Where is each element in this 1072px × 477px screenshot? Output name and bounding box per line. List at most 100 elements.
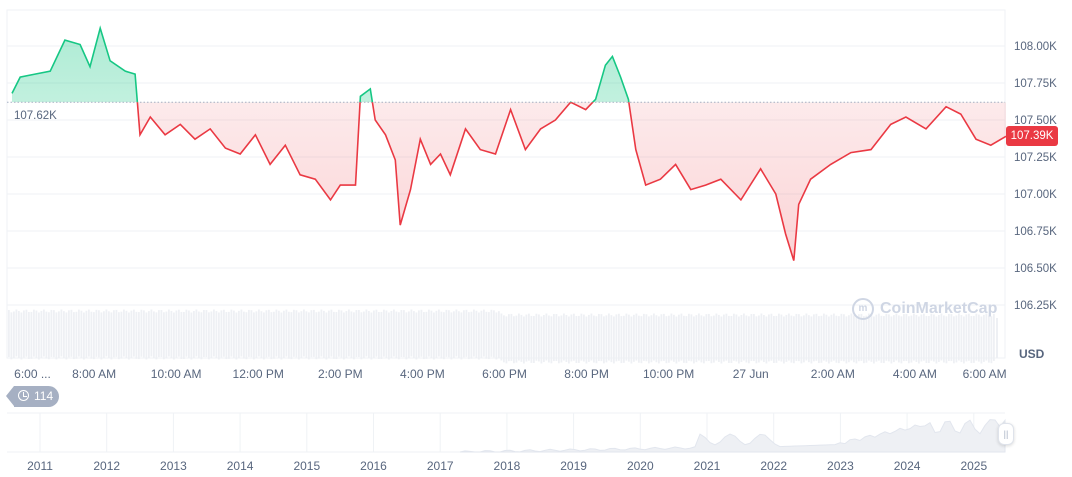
navigator-year-label: 2025 — [960, 459, 987, 473]
volume-bar — [923, 313, 925, 361]
volume-bar — [185, 309, 188, 357]
volume-bar — [665, 316, 668, 364]
volume-bar — [860, 313, 863, 361]
volume-bar — [508, 314, 510, 362]
volume-bar — [253, 312, 255, 360]
volume-bar — [88, 309, 90, 357]
y-tick-label: 106.25K — [1014, 300, 1057, 312]
navigator-handle[interactable]: || — [998, 423, 1014, 445]
volume-bar — [115, 309, 118, 357]
volume-bar — [855, 316, 858, 364]
volume-bar — [655, 315, 658, 363]
volume-bar — [148, 311, 150, 359]
volume-bar — [550, 316, 553, 364]
volume-bar — [423, 312, 425, 360]
volume-bar — [158, 310, 160, 358]
navigator-year-label: 2011 — [27, 459, 53, 473]
volume-bar — [563, 313, 565, 361]
navigator-year-label: 2024 — [894, 459, 921, 473]
volume-bar — [260, 311, 263, 359]
volume-bar — [675, 316, 678, 364]
volume-bar — [78, 309, 80, 357]
volume-bar — [943, 315, 945, 363]
volume-bar — [893, 315, 895, 363]
volume-bar — [58, 311, 60, 359]
volume-bar — [583, 314, 585, 362]
volume-bar — [208, 312, 210, 360]
volume-bar — [840, 313, 843, 361]
volume-bar — [558, 316, 560, 364]
volume-bar — [953, 316, 955, 364]
volume-bar — [630, 316, 633, 364]
volume-bar — [818, 316, 820, 364]
y-tick-label: 107.75K — [1014, 78, 1057, 90]
volume-bar — [500, 313, 503, 361]
volume-bar — [75, 311, 78, 359]
navigator-year-label: 2021 — [694, 459, 721, 473]
volume-bar — [960, 315, 963, 363]
volume-bar — [835, 315, 838, 363]
navigator-year-label: 2013 — [160, 459, 187, 473]
volume-bar — [553, 314, 555, 362]
volume-bar — [358, 310, 360, 358]
volume-bar — [413, 311, 415, 359]
volume-bar — [70, 309, 73, 357]
volume-bar — [773, 316, 775, 364]
navigator-year-label: 2014 — [227, 459, 254, 473]
volume-bar — [590, 313, 593, 361]
volume-bar — [378, 311, 380, 359]
volume-bar — [618, 313, 620, 361]
navigator-history-area — [459, 418, 1006, 453]
volume-bar — [118, 312, 120, 360]
volume-bar — [568, 316, 570, 364]
volume-bar — [228, 311, 230, 359]
volume-bar — [133, 309, 135, 357]
volume-bar — [25, 309, 28, 357]
volume-bar — [453, 311, 455, 359]
volume-bar — [90, 311, 93, 359]
history-events-badge[interactable]: 114 — [6, 386, 59, 407]
volume-bar — [363, 311, 365, 359]
volume-bar — [240, 309, 243, 357]
volume-bar — [970, 316, 973, 364]
volume-bar — [535, 313, 538, 361]
volume-bar — [83, 312, 85, 360]
price-line-down — [136, 102, 1007, 261]
volume-bar — [625, 313, 628, 361]
volume-bar — [873, 316, 875, 364]
volume-bar — [310, 310, 313, 358]
history-icon — [18, 390, 29, 401]
volume-bar — [305, 311, 308, 359]
volume-bar — [735, 314, 738, 362]
volume-bar — [918, 316, 920, 364]
navigator-year-label: 2017 — [427, 459, 454, 473]
volume-bar — [753, 314, 755, 362]
volume-bar — [255, 311, 258, 359]
volume-bar — [715, 313, 718, 361]
volume-bar — [490, 309, 493, 357]
volume-bar — [963, 316, 965, 364]
volume-bar — [683, 315, 685, 363]
volume-bar — [120, 311, 123, 359]
navigator-year-label: 2023 — [827, 459, 854, 473]
volume-bar — [113, 310, 115, 358]
volume-bar — [775, 315, 778, 363]
volume-bar — [420, 309, 423, 357]
volume-bar — [798, 314, 800, 362]
navigator-year-label: 2020 — [627, 459, 654, 473]
history-count: 114 — [34, 389, 54, 403]
volume-bar — [130, 310, 133, 358]
volume-bar — [555, 314, 558, 362]
volume-bar — [515, 315, 518, 363]
volume-bar — [465, 309, 468, 357]
volume-bar — [53, 310, 55, 358]
volume-bar — [135, 311, 138, 359]
volume-bar — [398, 312, 400, 360]
volume-bar — [935, 316, 938, 364]
volume-bar — [95, 309, 98, 357]
volume-bar — [425, 311, 428, 359]
volume-bar — [400, 309, 403, 357]
volume-bar — [168, 309, 170, 357]
volume-bar — [725, 313, 728, 361]
